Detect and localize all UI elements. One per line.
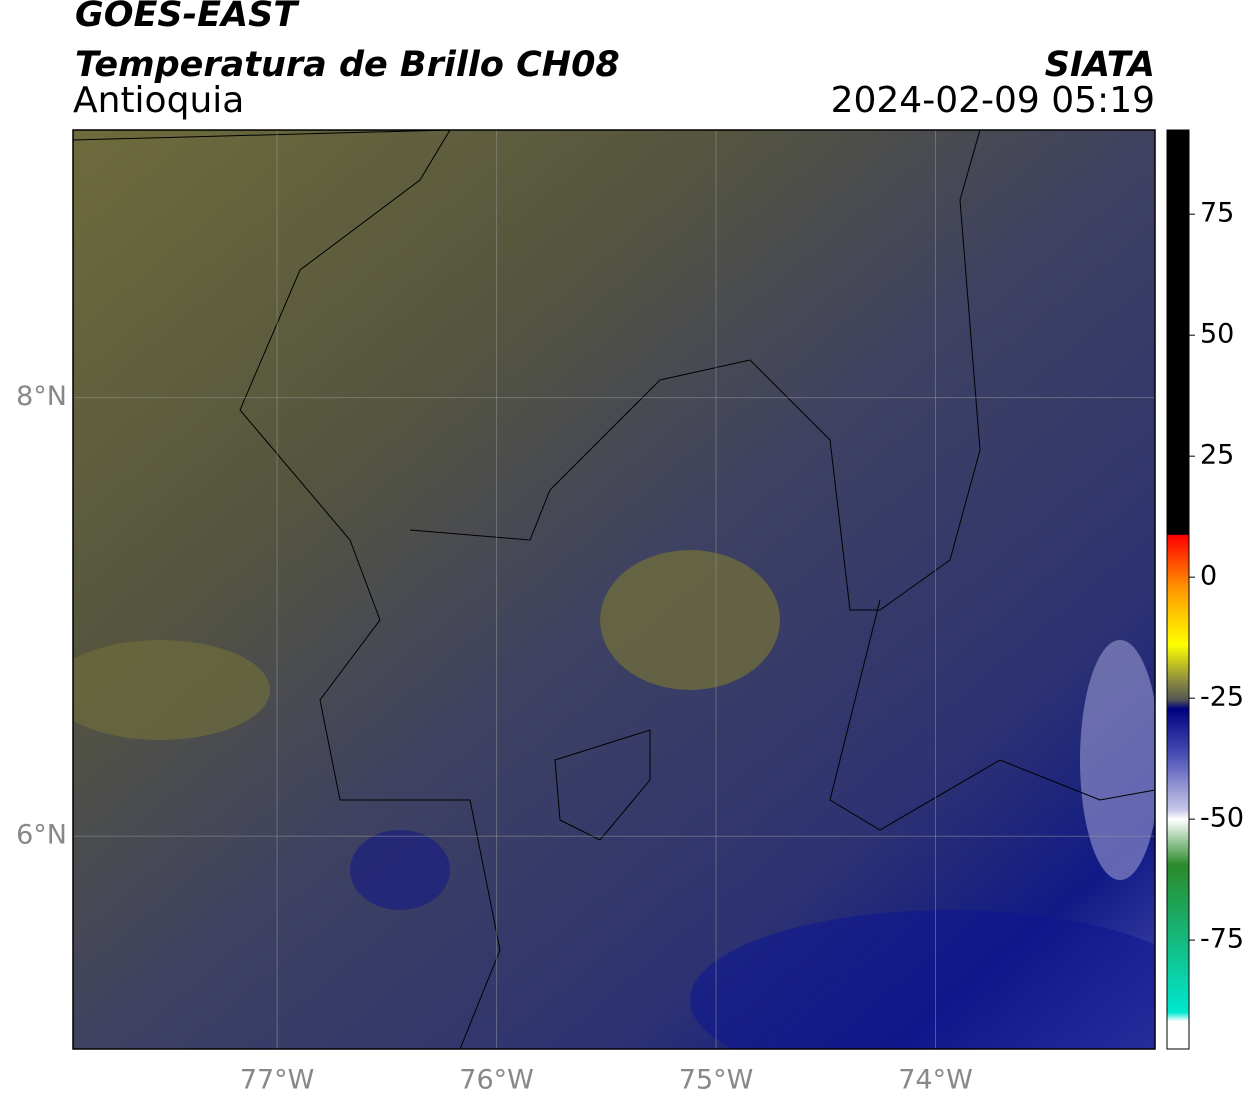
colorbar-tick-label: 25 (1200, 440, 1234, 471)
colorbar-tick-label: 0 (1200, 561, 1217, 592)
source: SIATA (1045, 45, 1155, 85)
colorbar-tick-label: -25 (1200, 682, 1244, 713)
x-tick-label: 76°W (459, 1065, 534, 1096)
colorbar-tick-label: -50 (1200, 803, 1244, 834)
colorbar (1166, 129, 1190, 1050)
x-tick-label: 74°W (898, 1065, 973, 1096)
colorbar-tick-label: 50 (1200, 319, 1234, 350)
x-tick-label: 77°W (240, 1065, 315, 1096)
y-tick-label: 6°N (16, 820, 67, 851)
map-field (73, 130, 1155, 1049)
map-frame (72, 129, 1156, 1050)
subtitle: Temperatura de Brillo CH08 (75, 45, 620, 85)
graticule (73, 130, 1155, 1049)
colorbar-tick-label: -75 (1200, 924, 1244, 955)
timestamp: 2024-02-09 05:19 (831, 80, 1155, 121)
colorbar-tick-label: 75 (1200, 198, 1234, 229)
title: GOES-EAST (75, 0, 300, 35)
x-tick-label: 75°W (679, 1065, 754, 1096)
region: Antioquia (73, 80, 244, 121)
y-tick-label: 8°N (16, 381, 67, 412)
